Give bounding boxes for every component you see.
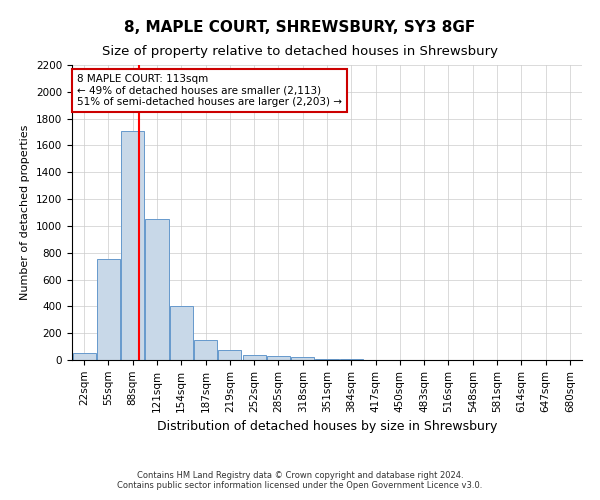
Text: Size of property relative to detached houses in Shrewsbury: Size of property relative to detached ho… bbox=[102, 45, 498, 58]
Bar bbox=[218, 350, 241, 360]
Text: 8, MAPLE COURT, SHREWSBURY, SY3 8GF: 8, MAPLE COURT, SHREWSBURY, SY3 8GF bbox=[124, 20, 476, 35]
Bar bbox=[73, 354, 95, 360]
Bar bbox=[145, 219, 169, 360]
Bar bbox=[170, 306, 193, 360]
Bar bbox=[97, 260, 120, 360]
Bar bbox=[242, 354, 266, 360]
Text: 8 MAPLE COURT: 113sqm
← 49% of detached houses are smaller (2,113)
51% of semi-d: 8 MAPLE COURT: 113sqm ← 49% of detached … bbox=[77, 74, 342, 107]
Y-axis label: Number of detached properties: Number of detached properties bbox=[20, 125, 31, 300]
Bar bbox=[121, 130, 144, 360]
X-axis label: Distribution of detached houses by size in Shrewsbury: Distribution of detached houses by size … bbox=[157, 420, 497, 433]
Bar bbox=[267, 356, 290, 360]
Bar bbox=[194, 340, 217, 360]
Text: Contains HM Land Registry data © Crown copyright and database right 2024.
Contai: Contains HM Land Registry data © Crown c… bbox=[118, 470, 482, 490]
Bar bbox=[291, 358, 314, 360]
